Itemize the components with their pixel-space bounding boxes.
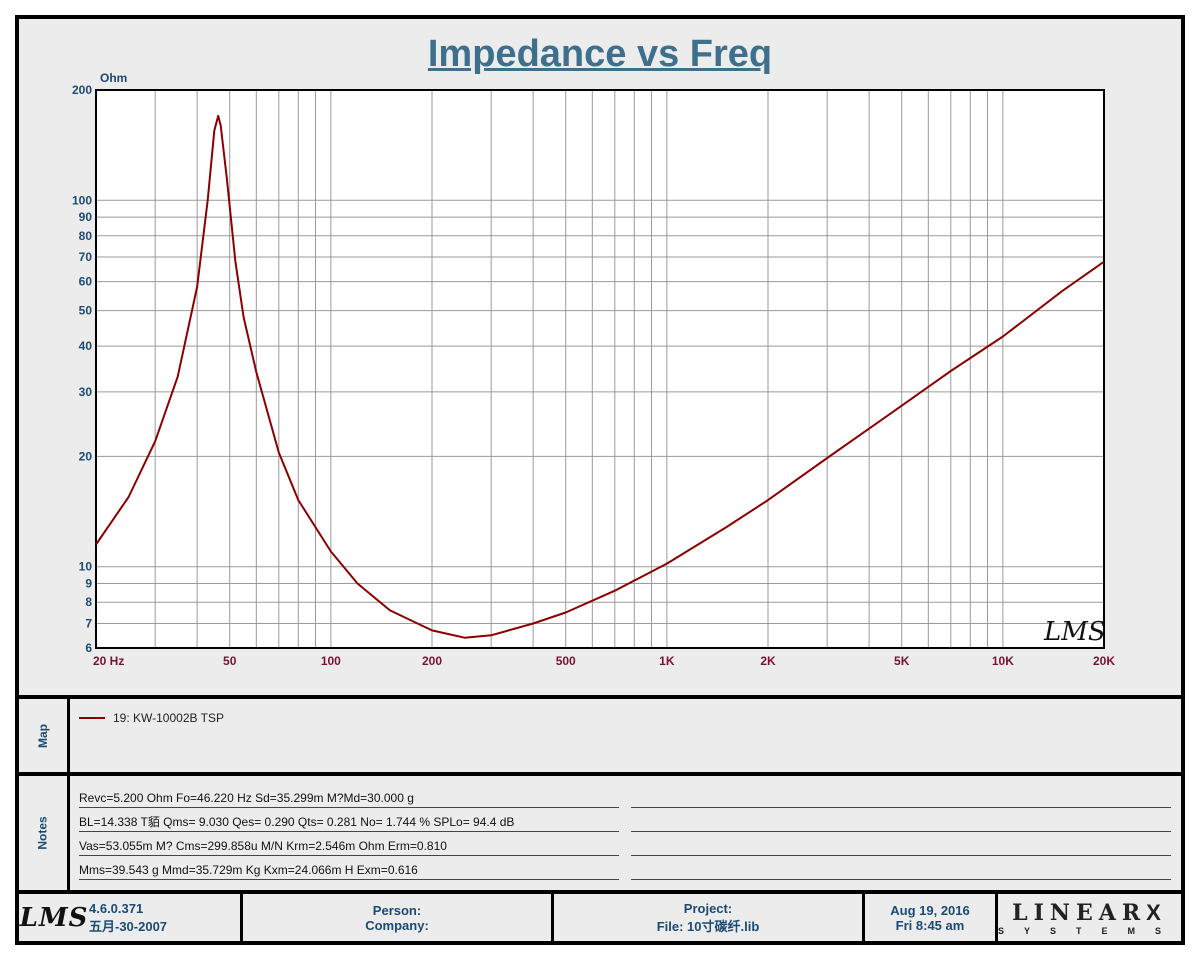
divider — [862, 894, 865, 941]
linearx-logo: LINEARX SYSTEMS — [998, 899, 1182, 936]
divider — [995, 894, 998, 941]
note-line: Vas=53.055m M? Cms=299.858u M/N Krm=2.54… — [79, 839, 619, 856]
company-label: Company: — [365, 917, 429, 933]
x-tick-label: 20 Hz — [93, 654, 124, 668]
y-tick-label: 60 — [79, 275, 93, 289]
lms-watermark: LMS — [1043, 617, 1106, 647]
y-tick-label: 90 — [79, 210, 93, 224]
divider — [240, 894, 243, 941]
separator — [19, 890, 1181, 894]
person-company: Person: Company: — [243, 894, 551, 941]
note-blank-line — [631, 839, 1171, 856]
x-tick-label: 200 — [422, 654, 442, 668]
impedance-series-line — [95, 114, 1105, 639]
note-blank-line — [631, 815, 1171, 832]
window-frame: Impedance vs Freq 6 7 8 9 10 20 30 40 50 60 70 80 90… — [15, 15, 1185, 945]
plot-area — [96, 90, 1104, 648]
divider — [67, 776, 70, 890]
x-tick-label: 50 — [223, 654, 237, 668]
file-label: File: 10寸碳纤.lib — [656, 918, 760, 934]
note-blank-line — [631, 863, 1171, 880]
divider — [551, 894, 554, 941]
notes-label: Notes — [36, 816, 50, 850]
version: 4.6.0.371 — [89, 900, 144, 916]
x-tick-label: 20K — [1093, 654, 1115, 668]
x-tick-label: 500 — [556, 654, 576, 668]
separator — [19, 772, 1181, 776]
y-tick-label: 6 — [85, 641, 92, 655]
chart-title: Impedance vs Freq — [427, 33, 773, 75]
date: Aug 19, 2016 — [890, 902, 970, 918]
note-blank-line — [631, 791, 1171, 808]
y-tick-label: 8 — [85, 595, 92, 609]
y-tick-label: 80 — [79, 229, 93, 243]
legend-entry[interactable]: 19: KW-10002B TSP — [79, 711, 224, 725]
time: Fri 8:45 am — [895, 917, 965, 933]
note-line: BL=14.338 T貊 Qms= 9.030 Qes= 0.290 Qts= … — [79, 815, 619, 832]
y-tick-label: 200 — [72, 83, 92, 97]
version-info: 4.6.0.371 五月-30-2007 — [89, 894, 239, 941]
note-line: Revc=5.200 Ohm Fo=46.220 Hz Sd=35.299m M… — [79, 791, 619, 808]
build-date: 五月-30-2007 — [89, 918, 168, 934]
project-file: Project: File: 10寸碳纤.lib — [554, 894, 862, 941]
y-tick-label: 100 — [72, 193, 92, 207]
footer: LMS 4.6.0.371 五月-30-2007 Person: Company… — [19, 894, 1181, 941]
y-tick-label: 70 — [79, 250, 93, 264]
chart-panel: Impedance vs Freq 6 7 8 9 10 20 30 40 50 60 70 80 90… — [19, 19, 1181, 695]
legend-swatch — [79, 717, 105, 719]
y-tick-label: 50 — [79, 304, 93, 318]
y-tick-label: 9 — [85, 576, 92, 590]
y-tick-label: 20 — [79, 449, 93, 463]
y-tick-label: 10 — [79, 560, 93, 574]
y-tick-label: 30 — [79, 385, 93, 399]
impedance-chart: 6 7 8 9 10 20 30 40 50 60 70 80 90 100 200 Ohm 20 Hz 50 10… — [72, 71, 1115, 668]
legend-label: 19: KW-10002B TSP — [113, 711, 224, 725]
y-tick-label: 40 — [79, 339, 93, 353]
x-tick-label: 2K — [760, 654, 776, 668]
plot-border — [95, 89, 1105, 649]
x-tick-label: 100 — [321, 654, 341, 668]
x-tick-label: 1K — [659, 654, 675, 668]
y-tick-label: 7 — [85, 616, 92, 630]
x-tick-label: 5K — [894, 654, 910, 668]
x-tick-label: 10K — [992, 654, 1014, 668]
project-label: Project: — [683, 900, 733, 916]
separator — [19, 695, 1181, 699]
date-time: Aug 19, 2016 Fri 8:45 am — [865, 894, 995, 941]
person-label: Person: — [372, 902, 422, 918]
map-label: Map — [36, 723, 50, 748]
divider — [67, 699, 70, 772]
y-axis-label: Ohm — [100, 71, 127, 85]
lms-logo: LMS — [19, 902, 89, 933]
note-line: Mms=39.543 g Mmd=35.729m Kg Kxm=24.066m … — [79, 863, 619, 880]
